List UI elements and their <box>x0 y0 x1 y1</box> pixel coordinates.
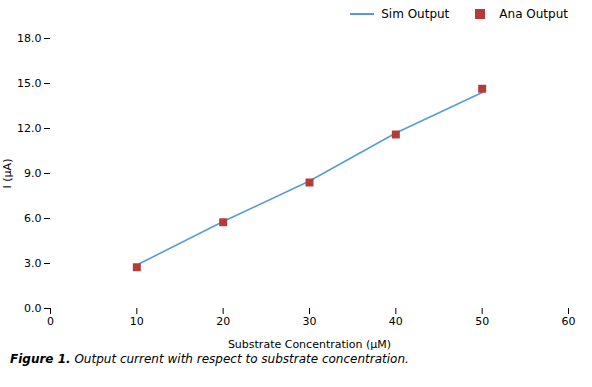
svg-text:18.0: 18.0 <box>17 32 42 45</box>
svg-text:15.0: 15.0 <box>17 77 42 90</box>
svg-text:3.0: 3.0 <box>24 257 42 270</box>
svg-text:60: 60 <box>562 315 576 328</box>
svg-text:9.0: 9.0 <box>24 167 42 180</box>
html-text:Figure 1. Output current with: Figure 1. Output current with respect to… <box>10 352 409 366</box>
svg-text:50: 50 <box>475 315 489 328</box>
html-text:Ana Output: Ana Output <box>499 7 568 21</box>
html-text:Sim Output: Sim Output <box>381 7 450 21</box>
svg-text:6.0: 6.0 <box>24 212 42 225</box>
svg-text:12.0: 12.0 <box>17 122 42 135</box>
svg-text:Substrate Concentration (μM): Substrate Concentration (μM) <box>228 338 391 351</box>
svg-text:40: 40 <box>389 315 403 328</box>
svg-text:I (μA): I (μA) <box>1 159 14 189</box>
svg-text:10: 10 <box>130 315 144 328</box>
svg-text:0: 0 <box>47 315 54 328</box>
svg-text:30: 30 <box>303 315 317 328</box>
svg-text:20: 20 <box>216 315 230 328</box>
svg-text:0.0: 0.0 <box>24 302 42 315</box>
